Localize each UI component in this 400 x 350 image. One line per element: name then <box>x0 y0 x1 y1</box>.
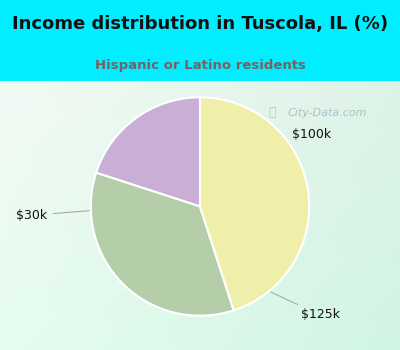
Text: $30k: $30k <box>16 209 97 222</box>
Text: City-Data.com: City-Data.com <box>288 108 368 118</box>
Text: Hispanic or Latino residents: Hispanic or Latino residents <box>94 59 306 72</box>
Text: $100k: $100k <box>255 128 332 147</box>
Wedge shape <box>91 173 234 316</box>
Text: Ⓞ: Ⓞ <box>268 106 276 119</box>
Text: $125k: $125k <box>270 292 340 321</box>
Wedge shape <box>200 97 309 310</box>
Text: Income distribution in Tuscola, IL (%): Income distribution in Tuscola, IL (%) <box>12 14 388 33</box>
Wedge shape <box>96 97 200 206</box>
